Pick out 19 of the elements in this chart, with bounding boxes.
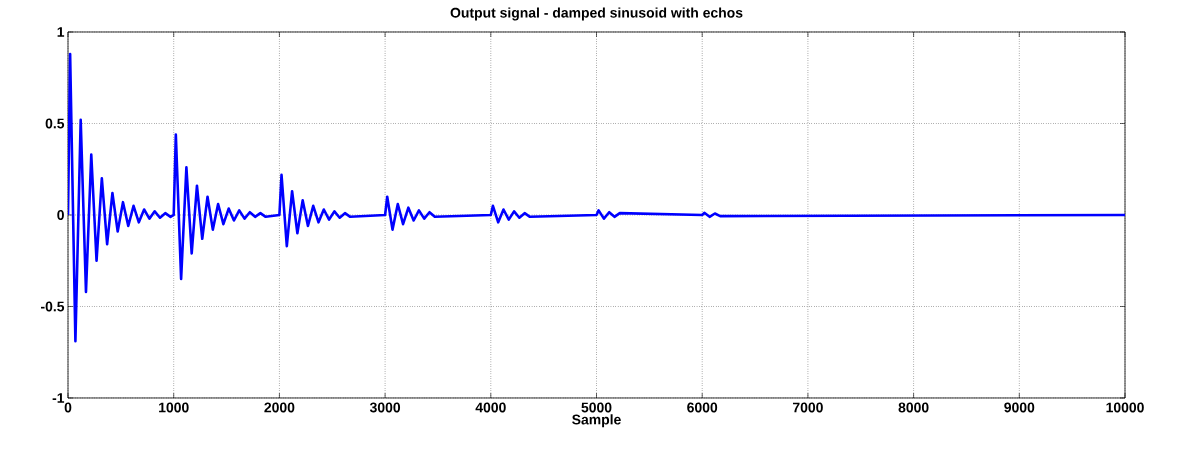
x-tick-label: 9000 xyxy=(1004,402,1035,413)
x-tick-label: 4000 xyxy=(475,402,506,413)
y-tick-label: -0.5 xyxy=(41,301,65,312)
x-tick-label: 6000 xyxy=(687,402,718,413)
x-tick-label: 10000 xyxy=(1106,402,1144,413)
y-tick-label: 0.5 xyxy=(45,118,65,129)
chart-title: Output signal - damped sinusoid with echos xyxy=(450,7,743,21)
x-axis-title: Sample xyxy=(572,414,621,428)
x-tick-label: 0 xyxy=(64,402,72,413)
x-tick-label: 2000 xyxy=(264,402,295,413)
x-tick-label: 1000 xyxy=(159,402,189,413)
x-tick-label: 5000 xyxy=(581,402,612,413)
x-tick-label: 3000 xyxy=(369,402,401,413)
y-tick-label: -1 xyxy=(52,393,65,403)
x-tick-label: 7000 xyxy=(792,402,823,413)
y-tick-label: 0 xyxy=(57,210,64,220)
y-tick-label: 1 xyxy=(57,27,65,37)
line-series xyxy=(68,52,1126,343)
x-tick-label: 8000 xyxy=(898,402,929,413)
